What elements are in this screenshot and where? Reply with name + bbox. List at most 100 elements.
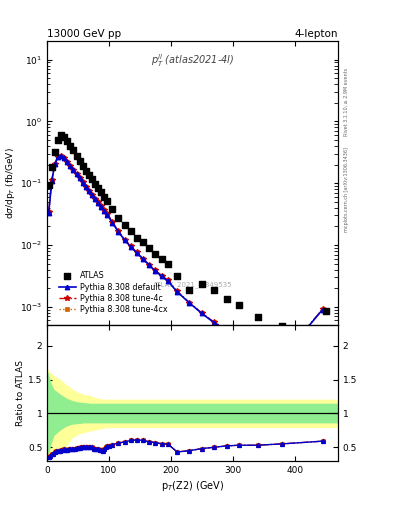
Pythia 8.308 tune-4cx [320,306,325,312]
ATLAS [101,193,108,201]
Pythia 8.308 tune-4cx [77,175,82,181]
ATLAS [89,175,95,183]
Pythia 8.308 default [200,310,204,316]
Pythia 8.308 tune-4c [165,277,170,283]
Pythia 8.308 tune-4c [212,319,217,326]
Pythia 8.308 tune-4c [255,342,260,348]
Pythia 8.308 tune-4c [50,177,54,183]
Pythia 8.308 tune-4cx [102,207,107,213]
Pythia 8.308 default [50,178,54,184]
Pythia 8.308 tune-4c [83,183,88,189]
Pythia 8.308 tune-4cx [147,262,152,268]
Pythia 8.308 tune-4c [141,255,145,262]
ATLAS [174,271,180,280]
ATLAS [77,157,83,165]
Pythia 8.308 tune-4c [99,203,104,209]
Pythia 8.308 tune-4cx [159,272,164,279]
Pythia 8.308 tune-4c [56,154,61,160]
ATLAS [49,162,55,170]
Pythia 8.308 default [165,278,170,284]
Pythia 8.308 tune-4c [187,300,192,306]
ATLAS [73,152,80,160]
Text: 4-lepton: 4-lepton [294,29,338,39]
Pythia 8.308 tune-4cx [175,288,180,294]
Pythia 8.308 tune-4cx [110,219,114,225]
ATLAS [109,205,115,213]
Pythia 8.308 tune-4cx [74,170,79,177]
ATLAS [152,250,159,258]
Pythia 8.308 default [116,228,121,234]
Pythia 8.308 default [159,273,164,280]
Pythia 8.308 tune-4cx [255,342,260,348]
Pythia 8.308 tune-4c [280,354,285,360]
Pythia 8.308 tune-4cx [68,162,73,168]
Y-axis label: Ratio to ATLAS: Ratio to ATLAS [16,360,25,426]
ATLAS [236,302,242,310]
ATLAS [146,244,152,252]
Text: mcplots.cern.ch [arXiv:1306.3436]: mcplots.cern.ch [arXiv:1306.3436] [344,147,349,232]
Pythia 8.308 tune-4cx [122,237,127,243]
Pythia 8.308 tune-4cx [86,188,91,194]
Text: ATLAS_2021_I1849535: ATLAS_2021_I1849535 [153,282,232,288]
Pythia 8.308 tune-4cx [71,166,76,173]
ATLAS [224,294,230,303]
Pythia 8.308 default [153,268,158,274]
ATLAS [70,146,77,155]
Pythia 8.308 default [280,355,285,361]
Pythia 8.308 default [62,155,66,161]
Pythia 8.308 tune-4c [224,326,229,332]
Pythia 8.308 tune-4cx [129,243,133,249]
Pythia 8.308 tune-4c [96,199,101,205]
Pythia 8.308 tune-4c [175,288,180,294]
Pythia 8.308 tune-4cx [116,228,121,234]
ATLAS [46,180,52,188]
ATLAS [92,180,98,188]
Pythia 8.308 tune-4cx [153,267,158,273]
Pythia 8.308 tune-4cx [165,277,170,283]
ATLAS [158,255,165,263]
Text: 13000 GeV pp: 13000 GeV pp [47,29,121,39]
Pythia 8.308 tune-4cx [237,333,241,339]
Line: Pythia 8.308 default: Pythia 8.308 default [46,154,325,360]
ATLAS [186,286,193,294]
Pythia 8.308 default [86,188,91,195]
Pythia 8.308 default [83,184,88,190]
ATLAS [115,214,121,222]
Pythia 8.308 tune-4c [86,188,91,194]
Pythia 8.308 default [77,176,82,182]
Pythia 8.308 tune-4c [159,272,164,279]
Pythia 8.308 default [68,163,73,169]
ATLAS [165,260,171,268]
ATLAS [95,184,101,193]
ATLAS [254,313,261,321]
ATLAS [83,166,89,175]
Pythia 8.308 tune-4c [129,243,133,249]
ATLAS [134,234,140,242]
Pythia 8.308 default [122,237,127,243]
Pythia 8.308 tune-4cx [224,326,229,332]
ATLAS [61,133,67,141]
ATLAS [86,171,92,179]
Pythia 8.308 tune-4cx [56,154,61,160]
Pythia 8.308 tune-4cx [93,196,97,202]
Pythia 8.308 tune-4c [81,179,85,185]
Legend: ATLAS, Pythia 8.308 default, Pythia 8.308 tune-4c, Pythia 8.308 tune-4cx: ATLAS, Pythia 8.308 default, Pythia 8.30… [57,270,169,316]
Pythia 8.308 default [141,256,145,262]
Line: Pythia 8.308 tune-4c: Pythia 8.308 tune-4c [46,153,325,359]
Pythia 8.308 tune-4cx [50,177,54,183]
Pythia 8.308 tune-4c [74,170,79,177]
Pythia 8.308 tune-4cx [105,210,110,217]
Pythia 8.308 default [59,153,63,159]
Pythia 8.308 tune-4c [68,162,73,168]
Pythia 8.308 default [81,180,85,186]
Pythia 8.308 tune-4c [110,219,114,225]
Pythia 8.308 tune-4cx [46,209,51,215]
ATLAS [279,323,285,331]
Pythia 8.308 tune-4cx [59,153,63,159]
Pythia 8.308 default [53,161,57,167]
Pythia 8.308 tune-4c [59,153,63,159]
Pythia 8.308 tune-4cx [96,199,101,205]
Pythia 8.308 default [224,327,229,333]
Pythia 8.308 default [74,171,79,177]
Pythia 8.308 tune-4c [46,209,51,215]
